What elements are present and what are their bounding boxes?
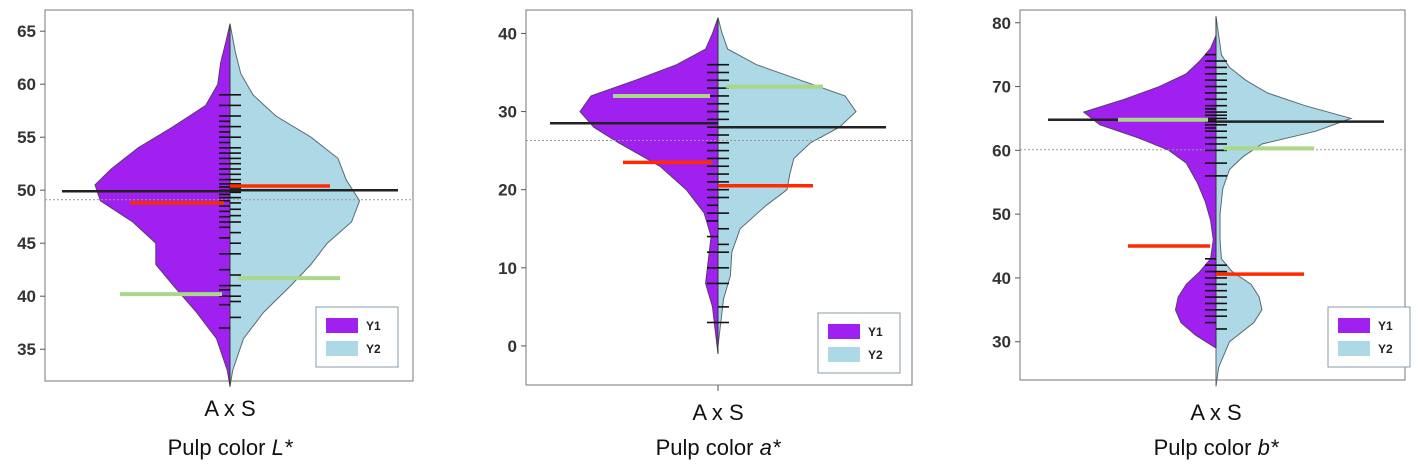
density-y2 (717, 17, 857, 346)
y-tick-label: 70 (992, 78, 1011, 97)
legend-label-y2: Y2 (868, 348, 883, 362)
legend-label-y1: Y1 (868, 325, 883, 339)
y-tick-label: 65 (17, 22, 36, 41)
x-axis-title-prefix: Pulp color (1154, 435, 1258, 460)
legend-swatch-y1 (828, 324, 860, 339)
legend-label-y2: Y2 (366, 342, 381, 356)
x-axis-title-prefix: Pulp color (168, 435, 272, 460)
legend-swatch-y1 (326, 318, 358, 333)
legend-box (817, 312, 901, 374)
y-tick-label: 30 (498, 103, 517, 122)
legend-label-y1: Y1 (1378, 319, 1393, 333)
y-tick-label: 50 (17, 181, 36, 200)
legend-swatch-y2 (326, 341, 358, 356)
y-tick-label: 80 (992, 14, 1011, 33)
x-category-label: A x S (204, 396, 255, 421)
y-tick-label: 40 (17, 287, 36, 306)
legend-box (315, 306, 399, 368)
x-axis-title: Pulp color b* (1154, 435, 1280, 460)
y-tick-label: 20 (498, 181, 517, 200)
x-axis-title: Pulp color a* (656, 435, 782, 460)
bean-panel-2: 0 10 20 30 40 Y1 Y2 A x S Pulp color a* (498, 9, 913, 460)
x-category-label: A x S (1190, 400, 1241, 425)
x-category-label: A x S (692, 400, 743, 425)
x-axis-title-prefix: Pulp color (656, 435, 760, 460)
y-tick-label: 60 (17, 75, 36, 94)
legend-label-y1: Y1 (366, 319, 381, 333)
y-tick-label: 40 (498, 24, 517, 43)
y-tick-label: 40 (992, 269, 1011, 288)
density-y2 (229, 23, 361, 387)
legend-swatch-y2 (1338, 341, 1370, 356)
x-axis-title: Pulp color L* (168, 435, 294, 460)
y-tick-label: 0 (508, 337, 517, 356)
y-tick-label: 60 (992, 141, 1011, 160)
x-axis-title-variable: b* (1258, 435, 1280, 460)
x-axis-title-variable: L* (272, 435, 294, 460)
legend: Y1 Y2 (315, 306, 399, 368)
y-tick-label: 35 (17, 340, 36, 359)
density-y1 (579, 17, 719, 354)
legend: Y1 Y2 (1327, 306, 1411, 368)
y-tick-label: 30 (992, 333, 1011, 352)
density-y1 (1082, 35, 1217, 349)
y-tick-label: 45 (17, 234, 36, 253)
density-y2 (1215, 16, 1353, 387)
x-axis-title-variable: a* (760, 435, 782, 460)
legend-label-y2: Y2 (1378, 342, 1393, 356)
bean-panel-3: 30 40 50 60 70 80 Y1 Y2 A x S Pulp color b* (992, 9, 1411, 460)
y-tick-label: 10 (498, 259, 517, 278)
y-tick-label: 55 (17, 128, 36, 147)
legend-swatch-y1 (1338, 318, 1370, 333)
legend: Y1 Y2 (817, 312, 901, 374)
bean-panel-1: 35 40 45 50 55 60 65 Y1 Y2 A x S Pulp color L* (17, 9, 414, 460)
legend-swatch-y2 (828, 347, 860, 362)
y-tick-label: 50 (992, 205, 1011, 224)
legend-box (1327, 306, 1411, 368)
